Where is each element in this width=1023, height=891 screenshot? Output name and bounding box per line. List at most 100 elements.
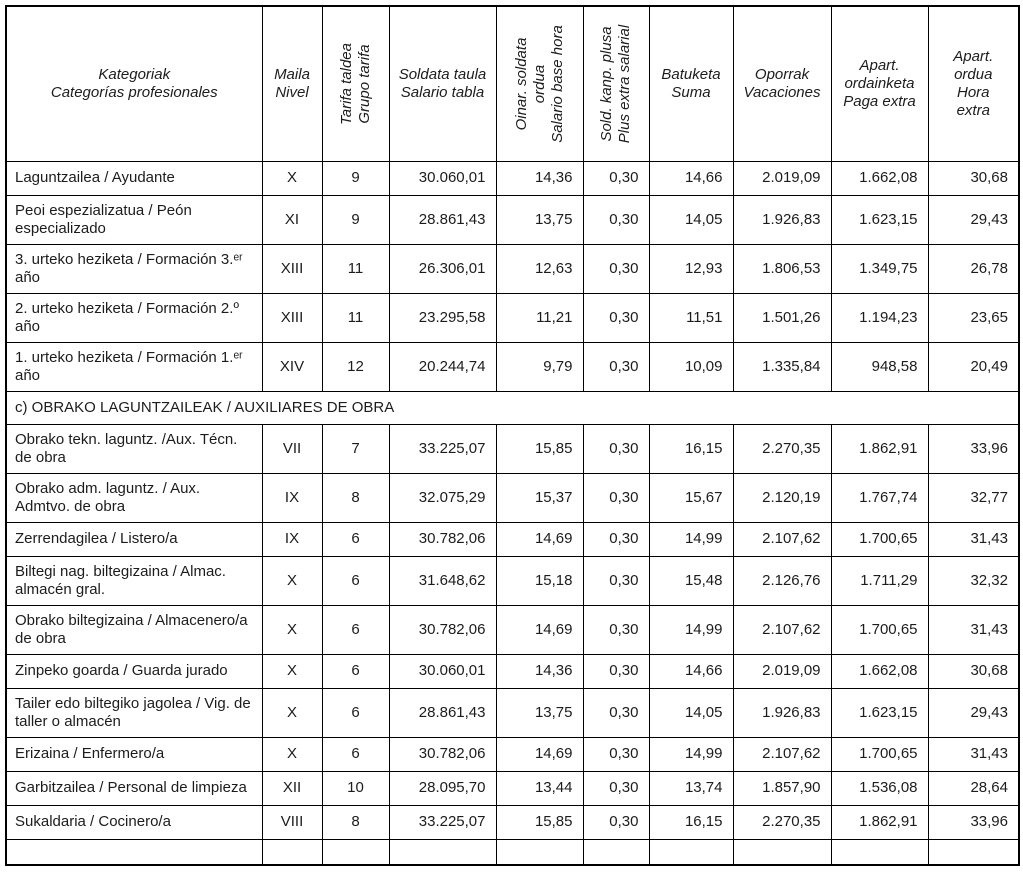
table-row: 2. urteko heziketa / Formación 2.º año XI… [5,292,1020,343]
cell-tariff-group: 11 [321,292,390,343]
cell-level: XIII [261,243,323,294]
cell-salary-table: 28.861,43 [388,194,497,245]
cell-category: Obrako tekn. laguntz. /Aux. Técn. de obr… [5,423,263,474]
partial-cell [830,838,929,865]
cell-vacations: 1.501,26 [732,292,832,343]
col-header-level-line: Maila [274,65,310,83]
cell-extra-pay: 1.700,65 [830,736,929,772]
cell-tariff-group: 6 [321,521,390,557]
cell-base-hour-salary: 13,75 [495,687,584,738]
cell-level: IX [261,472,323,523]
table-row: Zinpeko goarda / Guarda jurado X 6 30.060,0… [5,653,1020,689]
cell-tariff-group: 9 [321,160,390,196]
cell-tariff-group: 10 [321,770,390,806]
cell-base-hour-salary: 12,63 [495,243,584,294]
cell-base-hour-salary: 13,44 [495,770,584,806]
cell-vacations: 1.806,53 [732,243,832,294]
col-header-category-line: Categorías profesionales [50,83,218,101]
section-label: c) OBRAKO LAGUNTZAILEAK / AUXILIARES DE … [5,390,1020,425]
col-header-base-hour-line: Salario base hora [548,24,566,143]
table-row: Obrako tekn. laguntz. /Aux. Técn. de obr… [5,423,1020,474]
col-header-salary-plus-line: Sold. kanp. plusa [598,26,615,142]
table-row: Obrako biltegizaina / Almacenero/a de ob… [5,604,1020,655]
cell-sum: 10,09 [648,341,734,392]
col-header-category-line: Kategoriak [98,65,171,83]
table-row: Tailer edo biltegiko jagolea / Vig. de t… [5,687,1020,738]
table-row: 1. urteko heziketa / Formación 1.ᵉʳ año X… [5,341,1020,392]
cell-sum: 12,93 [648,243,734,294]
cell-extra-pay: 1.711,29 [830,555,929,606]
cell-salary-plus: 0,30 [582,423,650,474]
partial-cell [5,838,263,865]
cell-salary-table: 30.060,01 [388,160,497,196]
header-row: Kategoriak Categorías profesionales Maila N… [5,5,1020,162]
cell-tariff-group: 12 [321,341,390,392]
cell-level: XIV [261,341,323,392]
cell-category: Zinpeko goarda / Guarda jurado [5,653,263,689]
cell-sum: 14,99 [648,604,734,655]
cell-vacations: 2.107,62 [732,521,832,557]
cell-vacations: 1.857,90 [732,770,832,806]
col-header-salary-table-line: Soldata taula [398,65,487,83]
cell-salary-table: 20.244,74 [388,341,497,392]
cell-extra-hour: 32,77 [927,472,1020,523]
cell-vacations: 2.107,62 [732,736,832,772]
cell-sum: 13,74 [648,770,734,806]
cell-extra-pay: 1.349,75 [830,243,929,294]
col-header-level: Maila Nivel [261,5,323,162]
cell-salary-table: 26.306,01 [388,243,497,294]
col-header-base-hour-line: ordua [530,64,548,103]
cell-base-hour-salary: 15,85 [495,423,584,474]
table-row: Erizaina / Enfermero/a X 6 30.782,06 14,69 0,… [5,736,1020,772]
col-header-extra-pay: Apart. ordainketa Paga extra [830,5,929,162]
cell-base-hour-salary: 11,21 [495,292,584,343]
cell-salary-plus: 0,30 [582,804,650,840]
cell-salary-plus: 0,30 [582,555,650,606]
partial-cell [495,838,584,865]
cell-vacations: 2.120,19 [732,472,832,523]
partial-cell [261,838,323,865]
cell-base-hour-salary: 15,37 [495,472,584,523]
cell-category: Laguntzailea / Ayudante [5,160,263,196]
cell-extra-hour: 33,96 [927,804,1020,840]
cell-category: 1. urteko heziketa / Formación 1.ᵉʳ año [5,341,263,392]
cell-base-hour-salary: 14,69 [495,604,584,655]
cell-level: X [261,604,323,655]
cell-tariff-group: 6 [321,604,390,655]
col-header-salary-plus: Sold. kanp. plusa Plus extra salarial [582,5,650,162]
table-row: Obrako adm. laguntz. / Aux. Admtvo. de o… [5,472,1020,523]
cell-level: X [261,687,323,738]
cell-level: X [261,653,323,689]
cell-salary-table: 31.648,62 [388,555,497,606]
cell-level: X [261,555,323,606]
cell-extra-hour: 30,68 [927,653,1020,689]
cell-extra-pay: 1.862,91 [830,804,929,840]
cell-salary-plus: 0,30 [582,736,650,772]
salary-table-header: Kategoriak Categorías profesionales Maila N… [5,5,1020,162]
cell-tariff-group: 6 [321,555,390,606]
cell-salary-table: 23.295,58 [388,292,497,343]
cell-base-hour-salary: 15,85 [495,804,584,840]
col-header-base-hour: Oinar. soldata ordua Salario base hora [495,5,584,162]
table-row: Sukaldaria / Cocinero/a VIII 8 33.225,07 15,… [5,804,1020,840]
col-header-extra-hour-line: extra [956,101,990,119]
cell-extra-pay: 1.700,65 [830,604,929,655]
table-row: Zerrendagilea / Listero/a IX 6 30.782,06 14,… [5,521,1020,557]
cell-salary-plus: 0,30 [582,341,650,392]
cell-salary-plus: 0,30 [582,472,650,523]
table-row: Garbitzailea / Personal de limpieza XII 10… [5,770,1020,806]
cell-sum: 14,05 [648,687,734,738]
cell-vacations: 1.335,84 [732,341,832,392]
cell-level: X [261,736,323,772]
cell-salary-table: 30.782,06 [388,736,497,772]
salary-table: Kategoriak Categorías profesionales Maila N… [5,5,1020,866]
col-header-sum-line: Batuketa [661,65,721,83]
partial-cell [732,838,832,865]
col-header-salary-table-line: Salario tabla [400,83,485,101]
col-header-extra-pay-line: Paga extra [843,92,916,110]
cell-extra-hour: 26,78 [927,243,1020,294]
cell-salary-plus: 0,30 [582,160,650,196]
cell-category: 3. urteko heziketa / Formación 3.ᵉʳ año [5,243,263,294]
cell-base-hour-salary: 14,69 [495,736,584,772]
cell-extra-hour: 33,96 [927,423,1020,474]
